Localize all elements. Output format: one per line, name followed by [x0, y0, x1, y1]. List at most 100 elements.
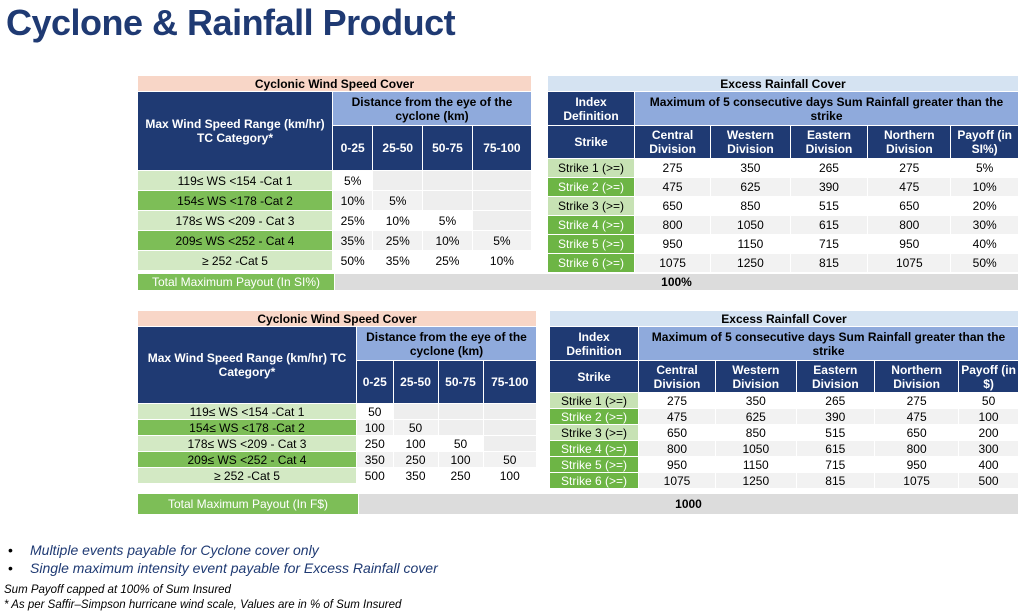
cell: 250 [438, 468, 483, 483]
cell: 625 [716, 409, 796, 424]
cell: 1075 [635, 254, 711, 272]
cell: 5% [373, 191, 423, 210]
cell: 475 [868, 178, 951, 196]
bullet-icon: • [8, 560, 13, 576]
cell: 100 [393, 436, 438, 451]
cell [483, 404, 536, 419]
cell: 800 [875, 441, 959, 456]
division-header: Eastern Division [796, 361, 875, 392]
bullet-icon: • [8, 542, 13, 558]
cell: 25% [423, 251, 472, 270]
cell: 20% [951, 197, 1018, 215]
note-text: Multiple events payable for Cyclone cove… [30, 542, 319, 558]
cell: 650 [868, 197, 951, 215]
category-label: 154≤ WS <178 -Cat 2 [138, 420, 356, 435]
cell: 1075 [868, 254, 951, 272]
cell [483, 436, 536, 451]
rainfall-max-header: Maximum of 5 consecutive days Sum Rainfa… [639, 327, 1018, 360]
cell: 100 [357, 420, 393, 435]
index-definition-header: Index Definition [548, 92, 634, 125]
wind-caption: Cyclonic Wind Speed Cover [138, 76, 531, 91]
cell: 400 [959, 457, 1018, 472]
cell: 475 [635, 178, 711, 196]
cell: 250 [357, 436, 393, 451]
cell: 35% [373, 251, 423, 270]
category-label: ≥ 252 -Cat 5 [138, 468, 356, 483]
cell: 1250 [711, 254, 790, 272]
wind-table-2: Cyclonic Wind Speed Cover Max Wind Speed… [137, 310, 537, 484]
strike-header: Strike [550, 361, 638, 392]
cell: 50% [951, 254, 1018, 272]
wind-table-1: Cyclonic Wind Speed Cover Max Wind Speed… [137, 75, 532, 271]
strike-label: Strike 2 (>=) [548, 178, 634, 196]
cell: 50 [438, 436, 483, 451]
cell: 10% [333, 191, 373, 210]
cell: 265 [796, 393, 875, 408]
cell: 265 [790, 159, 868, 177]
cell: 650 [635, 197, 711, 215]
cell: 1075 [875, 473, 959, 488]
cell: 50% [333, 251, 373, 270]
cell: 10% [373, 211, 423, 230]
strike-label: Strike 4 (>=) [550, 441, 638, 456]
division-header: Northern Division [868, 126, 951, 158]
total-row-2: Total Maximum Payout (In F$) 1000 [137, 493, 1019, 515]
cell: 475 [639, 409, 716, 424]
cell: 275 [868, 159, 951, 177]
note-bullet-2: • Single maximum intensity event payable … [8, 560, 438, 576]
rain-table-1: Excess Rainfall Cover Index Definition M… [547, 75, 1019, 273]
cell: 650 [875, 425, 959, 440]
division-header: Western Division [711, 126, 790, 158]
division-header: Eastern Division [790, 126, 868, 158]
cell: 800 [639, 441, 716, 456]
strike-label: Strike 1 (>=) [548, 159, 634, 177]
cell: 50 [393, 420, 438, 435]
cell: 275 [639, 393, 716, 408]
category-label: 154≤ WS <178 -Cat 2 [138, 191, 332, 210]
strike-header: Strike [548, 126, 634, 158]
cell: 390 [796, 409, 875, 424]
cell [393, 404, 438, 419]
category-label: 209≤ WS <252 - Cat 4 [138, 452, 356, 467]
strike-label: Strike 6 (>=) [548, 254, 634, 272]
cell: 275 [635, 159, 711, 177]
category-label: 119≤ WS <154 -Cat 1 [138, 171, 332, 190]
cell: 100 [959, 409, 1018, 424]
category-label: 119≤ WS <154 -Cat 1 [138, 404, 356, 419]
cell: 1250 [716, 473, 796, 488]
cell: 200 [959, 425, 1018, 440]
total-value: 100% [335, 274, 1018, 290]
cell: 1150 [716, 457, 796, 472]
cell [472, 171, 531, 190]
strike-label: Strike 6 (>=) [550, 473, 638, 488]
cell [483, 420, 536, 435]
cell: 100 [483, 468, 536, 483]
cell: 850 [716, 425, 796, 440]
cell: 625 [711, 178, 790, 196]
cell: 50 [483, 452, 536, 467]
cell: 350 [357, 452, 393, 467]
cell [438, 404, 483, 419]
category-label: 178≤ WS <209 - Cat 3 [138, 211, 332, 230]
cell [472, 211, 531, 230]
division-header: Western Division [716, 361, 796, 392]
cell: 275 [875, 393, 959, 408]
cell: 250 [393, 452, 438, 467]
page-title: Cyclone & Rainfall Product [6, 2, 456, 43]
division-header: Northern Division [875, 361, 959, 392]
cell: 715 [796, 457, 875, 472]
strike-label: Strike 3 (>=) [550, 425, 638, 440]
cell: 615 [796, 441, 875, 456]
division-header: Central Division [635, 126, 711, 158]
band-header: 50-75 [438, 361, 483, 403]
category-label: ≥ 252 -Cat 5 [138, 251, 332, 270]
cell: 25% [333, 211, 373, 230]
cell: 100 [438, 452, 483, 467]
cell: 5% [472, 231, 531, 250]
cell: 350 [716, 393, 796, 408]
cell: 5% [951, 159, 1018, 177]
wind-caption: Cyclonic Wind Speed Cover [138, 311, 536, 326]
cell [373, 171, 423, 190]
cell: 515 [796, 425, 875, 440]
cell: 50 [357, 404, 393, 419]
